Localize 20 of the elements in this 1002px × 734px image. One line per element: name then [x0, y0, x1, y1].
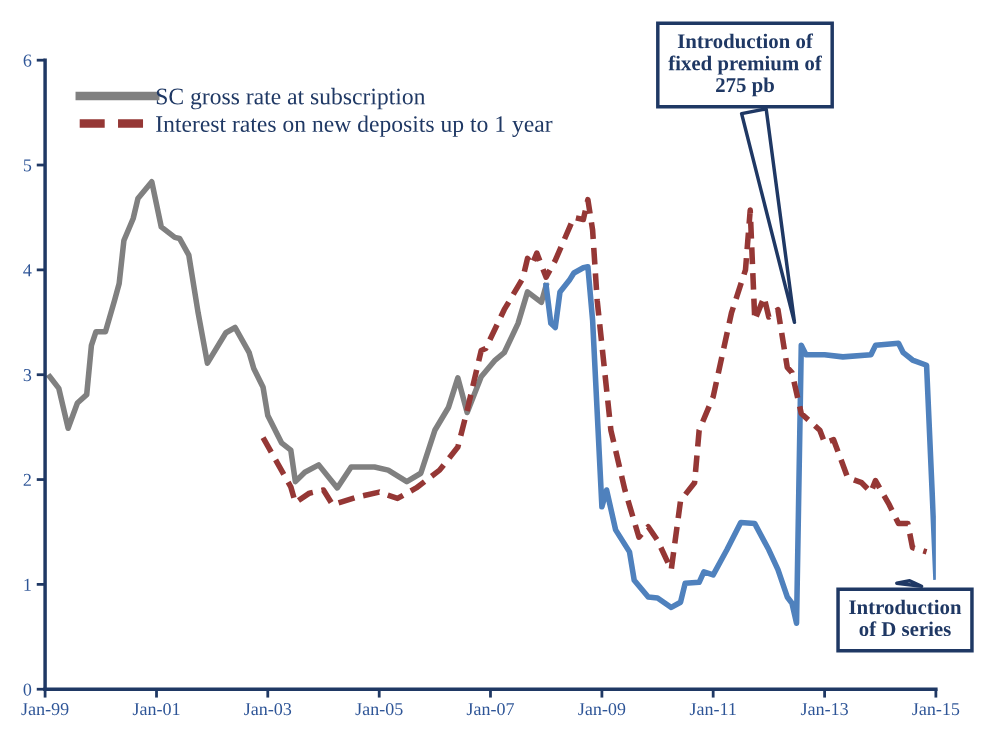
x-tick-label: Jan-01 — [132, 702, 180, 716]
y-tick-label: 2 — [23, 473, 31, 486]
x-tick-label: Jan-07 — [466, 702, 515, 716]
x-tick-label: Jan-05 — [355, 702, 403, 716]
y-tick-label: 5 — [23, 159, 32, 172]
legend-label: SC gross rate at subscription — [156, 87, 426, 110]
x-tick-label: Jan-13 — [800, 702, 848, 716]
x-tick-label: Jan-03 — [244, 702, 292, 716]
x-tick-label: Jan-99 — [21, 702, 69, 716]
y-tick-label: 1 — [24, 578, 31, 591]
y-tick-label: 4 — [23, 264, 32, 277]
y-tick-label: 0 — [23, 683, 32, 696]
x-tick-label: Jan-09 — [578, 702, 626, 716]
y-tick-label: 3 — [23, 369, 32, 382]
annotation: Introduction of D series — [849, 599, 962, 637]
x-tick-label: Jan-15 — [912, 703, 960, 716]
legend-label: Interest rates on new deposits up to 1 year — [156, 115, 553, 137]
y-tick-label: 6 — [23, 54, 32, 67]
annotation: Introduction of fixed premium of 275 pb — [668, 33, 822, 97]
x-tick-label: Jan-11 — [689, 703, 736, 716]
